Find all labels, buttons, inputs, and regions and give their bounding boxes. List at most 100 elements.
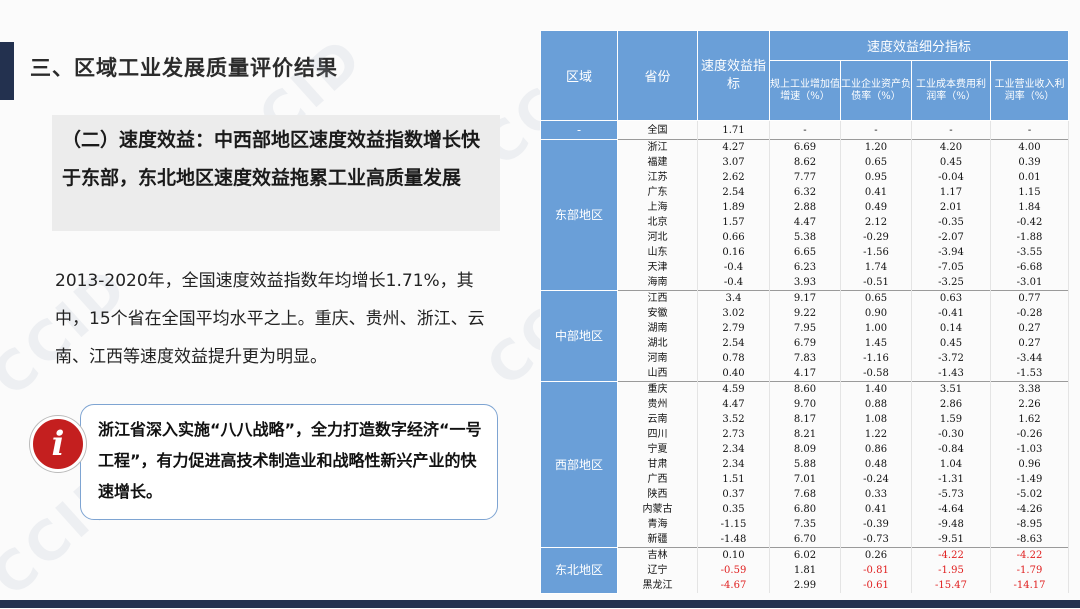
value-cell: 5.88 [769,457,841,472]
table-row: 安徽 3.02 9.22 0.90 -0.41 -0.28 [541,306,1070,321]
value-cell: -5.73 [911,487,991,502]
value-cell: 3.52 [697,412,770,427]
value-cell: -3.44 [989,351,1070,366]
value-cell: -1.43 [911,366,991,382]
value-cell: 2.54 [697,336,770,351]
province-cell: 广东 [617,185,698,200]
value-cell: 1.62 [989,412,1070,427]
value-cell: 3.02 [697,306,770,321]
table-row: 海南 -0.4 3.93 -0.51 -3.25 -3.01 [541,275,1070,291]
col-header-sub: 规上工业增加值增速（%） [769,60,841,121]
value-cell: 2.79 [697,321,770,336]
value-cell: 1.15 [989,185,1070,200]
value-cell: 7.01 [769,472,841,487]
table-row: 湖南 2.79 7.95 1.00 0.14 0.27 [541,321,1070,336]
col-header-index: 速度效益指标 [697,30,770,121]
value-cell: 2.26 [989,397,1070,412]
value-cell: -0.73 [840,532,912,548]
value-cell: 2.62 [697,170,770,185]
value-cell: 8.17 [769,412,841,427]
province-cell: 浙江 [617,139,698,155]
value-cell: 7.95 [769,321,841,336]
note-text: 浙江省深入实施“八八战略”，全力打造数字经济“一号工程”，有力促进高技术制造业和… [98,420,482,501]
value-cell: 1.20 [840,139,912,155]
value-cell: 2.88 [769,200,841,215]
table-row: 江苏 2.62 7.77 0.95 -0.04 0.01 [541,170,1070,185]
value-cell: 3.38 [989,381,1070,397]
value-cell: 6.70 [769,532,841,548]
value-cell: 0.77 [989,290,1070,306]
value-cell: -5.02 [989,487,1070,502]
value-cell: 0.63 [911,290,991,306]
province-cell: 北京 [617,215,698,230]
table-row: 河北 0.66 5.38 -0.29 -2.07 -1.88 [541,230,1070,245]
province-cell: 河北 [617,230,698,245]
province-cell: 辽宁 [617,563,698,578]
value-cell: 0.37 [697,487,770,502]
value-cell: -3.72 [911,351,991,366]
value-cell: 1.00 [840,321,912,336]
value-cell: 8.21 [769,427,841,442]
table-row: 黑龙江 -4.67 2.99 -0.61 -15.47 -14.17 [541,578,1070,593]
value-cell: - [989,120,1070,140]
table-row: 东部地区 浙江 4.27 6.69 1.20 4.20 4.00 [540,139,1070,291]
value-cell: 6.32 [769,185,841,200]
value-cell: 0.01 [989,170,1070,185]
col-header-sub: 工业企业资产负债率（%） [840,60,912,121]
value-cell: -0.58 [840,366,912,382]
value-cell: 3.4 [697,290,770,306]
value-cell: -0.26 [989,427,1070,442]
value-cell: 1.04 [911,457,991,472]
table-row: 山东 0.16 6.65 -1.56 -3.94 -3.55 [541,245,1070,260]
col-header-sub: 工业营业收入利润率（%） [989,60,1070,121]
province-cell: 新疆 [617,532,698,548]
value-cell: 9.70 [769,397,841,412]
value-cell: 6.69 [769,139,841,155]
province-cell: 河南 [617,351,698,366]
value-cell: 0.41 [840,185,912,200]
value-cell: -3.01 [989,275,1070,291]
value-cell: - [911,120,991,140]
value-cell: 4.59 [697,381,770,397]
value-cell: 6.02 [769,547,841,563]
value-cell: 2.34 [697,457,770,472]
value-cell: -0.42 [989,215,1070,230]
subtitle-background [52,115,500,231]
accent-bar [0,42,14,100]
value-cell: 0.10 [697,547,770,563]
value-cell: -1.95 [911,563,991,578]
value-cell: 1.84 [989,200,1070,215]
value-cell: 8.09 [769,442,841,457]
value-cell: 1.45 [840,336,912,351]
value-cell: 0.40 [697,366,770,382]
table-row: 广西 1.51 7.01 -0.24 -1.31 -1.49 [541,472,1070,487]
value-cell: 1.74 [840,260,912,275]
note-box [80,404,498,520]
province-cell: 黑龙江 [617,578,698,593]
value-cell: 1.81 [769,563,841,578]
province-cell: 海南 [617,275,698,291]
value-cell: 1.08 [840,412,912,427]
value-cell: -1.79 [989,563,1070,578]
value-cell: 6.80 [769,502,841,517]
value-cell: 0.27 [989,321,1070,336]
value-cell: -3.25 [911,275,991,291]
province-cell: 四川 [617,427,698,442]
value-cell: 7.83 [769,351,841,366]
value-cell: 1.57 [697,215,770,230]
value-cell: -9.51 [911,532,991,548]
value-cell: 2.86 [911,397,991,412]
value-cell: -0.29 [840,230,912,245]
province-cell: 重庆 [617,381,698,397]
value-cell: 1.22 [840,427,912,442]
value-cell: 0.39 [989,155,1070,170]
col-header-region: 区域 [540,30,618,121]
value-cell: 6.23 [769,260,841,275]
value-cell: 1.71 [697,120,770,140]
value-cell: 0.26 [840,547,912,563]
province-cell: 福建 [617,155,698,170]
table-row: 河南 0.78 7.83 -1.16 -3.72 -3.44 [541,351,1070,366]
value-cell: -8.63 [989,532,1070,548]
value-cell: -1.03 [989,442,1070,457]
value-cell: 2.01 [911,200,991,215]
